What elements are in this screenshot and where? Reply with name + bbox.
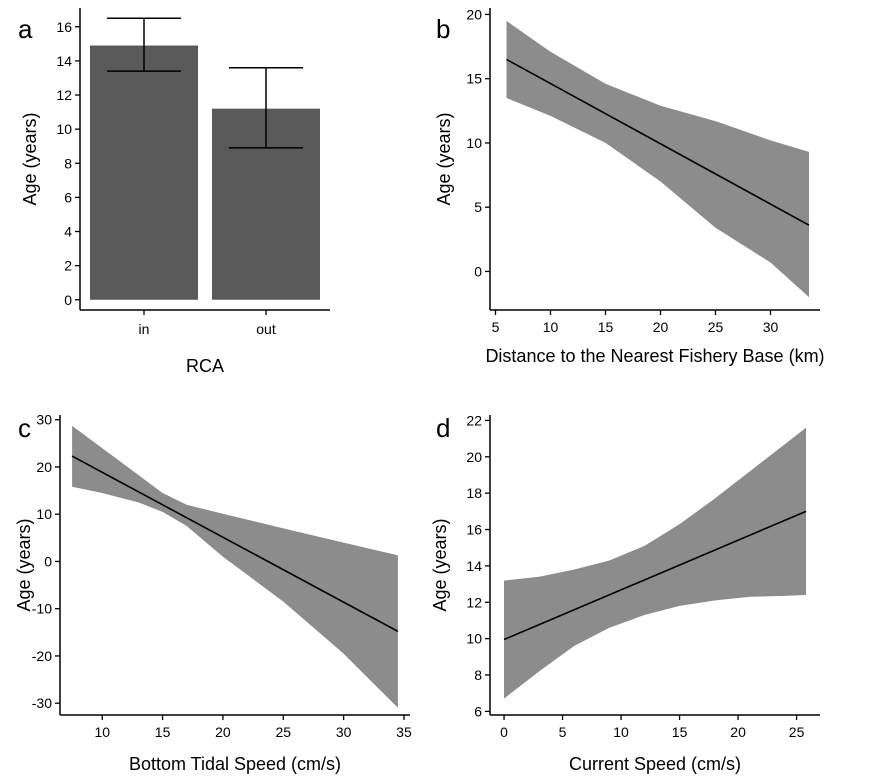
x-tick-label: 25 xyxy=(789,724,805,740)
y-tick-label: 20 xyxy=(36,459,52,475)
y-tick-label: 0 xyxy=(474,263,482,279)
panel-d: d 6 8 10 12 14 16 18 20 22 0 5 10 15 20 25 Current Speed… xyxy=(430,412,820,774)
x-tick-label: 0 xyxy=(500,724,508,740)
panel-a: a 0 2 4 6 8 10 12 14 16 in out RCA Age (years) xyxy=(18,8,330,376)
x-tick-label: 35 xyxy=(396,724,412,740)
x-tick-label: 10 xyxy=(613,724,629,740)
confidence-band xyxy=(504,427,806,699)
panel-label: b xyxy=(436,14,450,44)
panel-label: c xyxy=(18,413,31,443)
fit-line xyxy=(506,58,810,226)
fit-line xyxy=(503,510,807,641)
y-tick-label: 16 xyxy=(466,522,482,538)
x-tick-label: 10 xyxy=(543,319,559,335)
x-tick-label: 15 xyxy=(672,724,688,740)
x-axis-label: Current Speed (cm/s) xyxy=(569,754,741,774)
x-axis-label: Bottom Tidal Speed (cm/s) xyxy=(129,754,341,774)
x-tick-label: 10 xyxy=(94,724,110,740)
y-tick-label: 30 xyxy=(36,412,52,428)
y-tick-label: 10 xyxy=(466,631,482,647)
panel-label: d xyxy=(436,413,450,443)
y-tick-label: 4 xyxy=(64,224,72,240)
x-tick-label: 25 xyxy=(708,319,724,335)
y-tick-label: -30 xyxy=(32,695,52,711)
y-tick-label: -20 xyxy=(32,648,52,664)
x-axis-label: RCA xyxy=(186,356,224,376)
y-tick-label: 12 xyxy=(466,594,482,610)
y-tick-label: 18 xyxy=(466,485,482,501)
y-tick-label: 6 xyxy=(64,189,72,205)
x-tick-label: 15 xyxy=(598,319,614,335)
y-tick-label: 6 xyxy=(474,703,482,719)
x-tick-label: 30 xyxy=(763,319,779,335)
bar xyxy=(90,45,198,300)
panel-c: c -30 -20 -10 0 10 20 30 10 15 20 25 30 35 Bottom Tida… xyxy=(14,412,412,774)
x-tick-label: 20 xyxy=(730,724,746,740)
x-tick-label: 5 xyxy=(492,319,500,335)
y-tick-label: 14 xyxy=(466,558,482,574)
y-tick-label: 22 xyxy=(466,412,482,428)
y-tick-label: 10 xyxy=(36,506,52,522)
x-tick-label: 20 xyxy=(653,319,669,335)
confidence-band xyxy=(72,425,398,708)
x-tick-label: 15 xyxy=(155,724,171,740)
y-tick-label: 5 xyxy=(474,199,482,215)
confidence-band xyxy=(506,20,809,298)
y-axis-label: Age (years) xyxy=(434,112,454,205)
x-axis-label: Distance to the Nearest Fishery Base (km… xyxy=(485,346,824,366)
y-tick-label: 8 xyxy=(474,667,482,683)
y-tick-label: -10 xyxy=(32,601,52,617)
y-tick-label: 10 xyxy=(56,121,72,137)
x-tick-label: 5 xyxy=(559,724,567,740)
x-tick-label: 30 xyxy=(336,724,352,740)
y-tick-label: 14 xyxy=(56,53,72,69)
panel-label: a xyxy=(18,14,33,44)
y-tick-label: 2 xyxy=(64,258,72,274)
y-tick-label: 16 xyxy=(56,19,72,35)
y-axis-label: Age (years) xyxy=(430,518,450,611)
x-tick-label: out xyxy=(256,321,276,337)
y-tick-label: 15 xyxy=(466,71,482,87)
y-tick-label: 0 xyxy=(44,553,52,569)
x-tick-label: 20 xyxy=(215,724,231,740)
x-tick-label: in xyxy=(139,321,150,337)
y-tick-label: 20 xyxy=(466,6,482,22)
y-tick-label: 8 xyxy=(64,155,72,171)
y-axis-label: Age (years) xyxy=(14,518,34,611)
x-tick-label: 25 xyxy=(275,724,291,740)
fit-line xyxy=(71,455,399,633)
y-tick-label: 10 xyxy=(466,135,482,151)
y-tick-label: 12 xyxy=(56,87,72,103)
y-axis-label: Age (years) xyxy=(20,112,40,205)
y-tick-label: 0 xyxy=(64,292,72,308)
panel-b: b 0 5 10 15 20 5 10 15 20 25 30 Distance to the Near… xyxy=(434,6,825,366)
y-tick-label: 20 xyxy=(466,449,482,465)
